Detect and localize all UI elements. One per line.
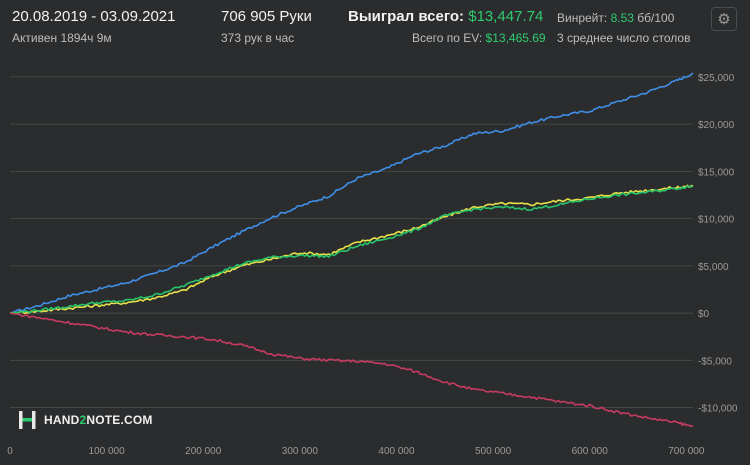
winrate-label: Винрейт: — [557, 11, 608, 25]
hands-per-hour: 373 рук в час — [221, 31, 295, 45]
non-showdown-line — [9, 312, 694, 428]
winrate-value: 8.53 — [610, 11, 634, 25]
y-tick-label: $25,000 — [698, 73, 735, 84]
logo-text-c: NOTE.COM — [86, 413, 153, 427]
x-tick-label: 100 000 — [89, 446, 126, 457]
y-tick-label: $15,000 — [698, 167, 735, 178]
chart-series — [9, 72, 694, 428]
winrate: Винрейт: 8.53 бб/100 — [557, 11, 674, 25]
y-tick-label: $10,000 — [698, 215, 735, 226]
logo-text: HAND2NOTE.COM — [44, 413, 153, 427]
y-tick-label: $20,000 — [698, 120, 735, 131]
x-tick-label: 200 000 — [185, 446, 222, 457]
total-ev-label: Всего по EV: — [412, 31, 483, 45]
total-won-label: Выиграл всего: — [348, 8, 465, 25]
hands-count: 706 905 Руки — [221, 8, 312, 25]
avg-tables: 3 среднее число столов — [557, 31, 691, 45]
x-tick-label: 700 000 — [668, 446, 705, 457]
logo-text-a: HAND — [44, 413, 80, 427]
y-tick-label: $0 — [698, 309, 710, 320]
ev-adjusted-line — [9, 185, 694, 314]
winrate-unit: бб/100 — [637, 11, 675, 25]
x-tick-label: 300 000 — [282, 446, 319, 457]
x-tick-label: 600 000 — [572, 446, 609, 457]
x-axis: 0 100 000 200 000 300 000 400 000 500 000 600 … — [7, 446, 705, 457]
logo-text-b: 2 — [79, 413, 87, 427]
y-axis: $25,000 $20,000 $15,000 $10,000 $5,000 $0 -$5,… — [698, 73, 738, 415]
h2n-logo-icon — [19, 411, 36, 429]
total-ev-value: $13,465.69 — [485, 31, 546, 45]
y-tick-label: -$5,000 — [698, 356, 732, 367]
hand2note-logo: HAND2NOTE.COM — [18, 411, 153, 429]
x-tick-label: 500 000 — [475, 446, 512, 457]
settings-button[interactable]: ⚙ — [711, 7, 737, 31]
all-in-ev-line — [9, 72, 694, 314]
net-won-line — [9, 184, 694, 315]
date-range: 20.08.2019 - 03.09.2021 — [12, 8, 176, 25]
x-tick-label: 400 000 — [378, 446, 415, 457]
gear-icon: ⚙ — [717, 11, 731, 28]
active-time: Активен 1894ч 9м — [12, 31, 112, 45]
y-tick-label: $5,000 — [698, 262, 729, 273]
y-tick-label: -$10,000 — [698, 404, 738, 415]
chart-grid — [10, 76, 693, 408]
x-tick-label: 0 — [7, 446, 13, 457]
total-won-value: $13,447.74 — [468, 8, 544, 25]
total-won: Выиграл всего: $13,447.74 — [348, 8, 543, 25]
total-ev: Всего по EV: $13,465.69 — [412, 31, 546, 45]
